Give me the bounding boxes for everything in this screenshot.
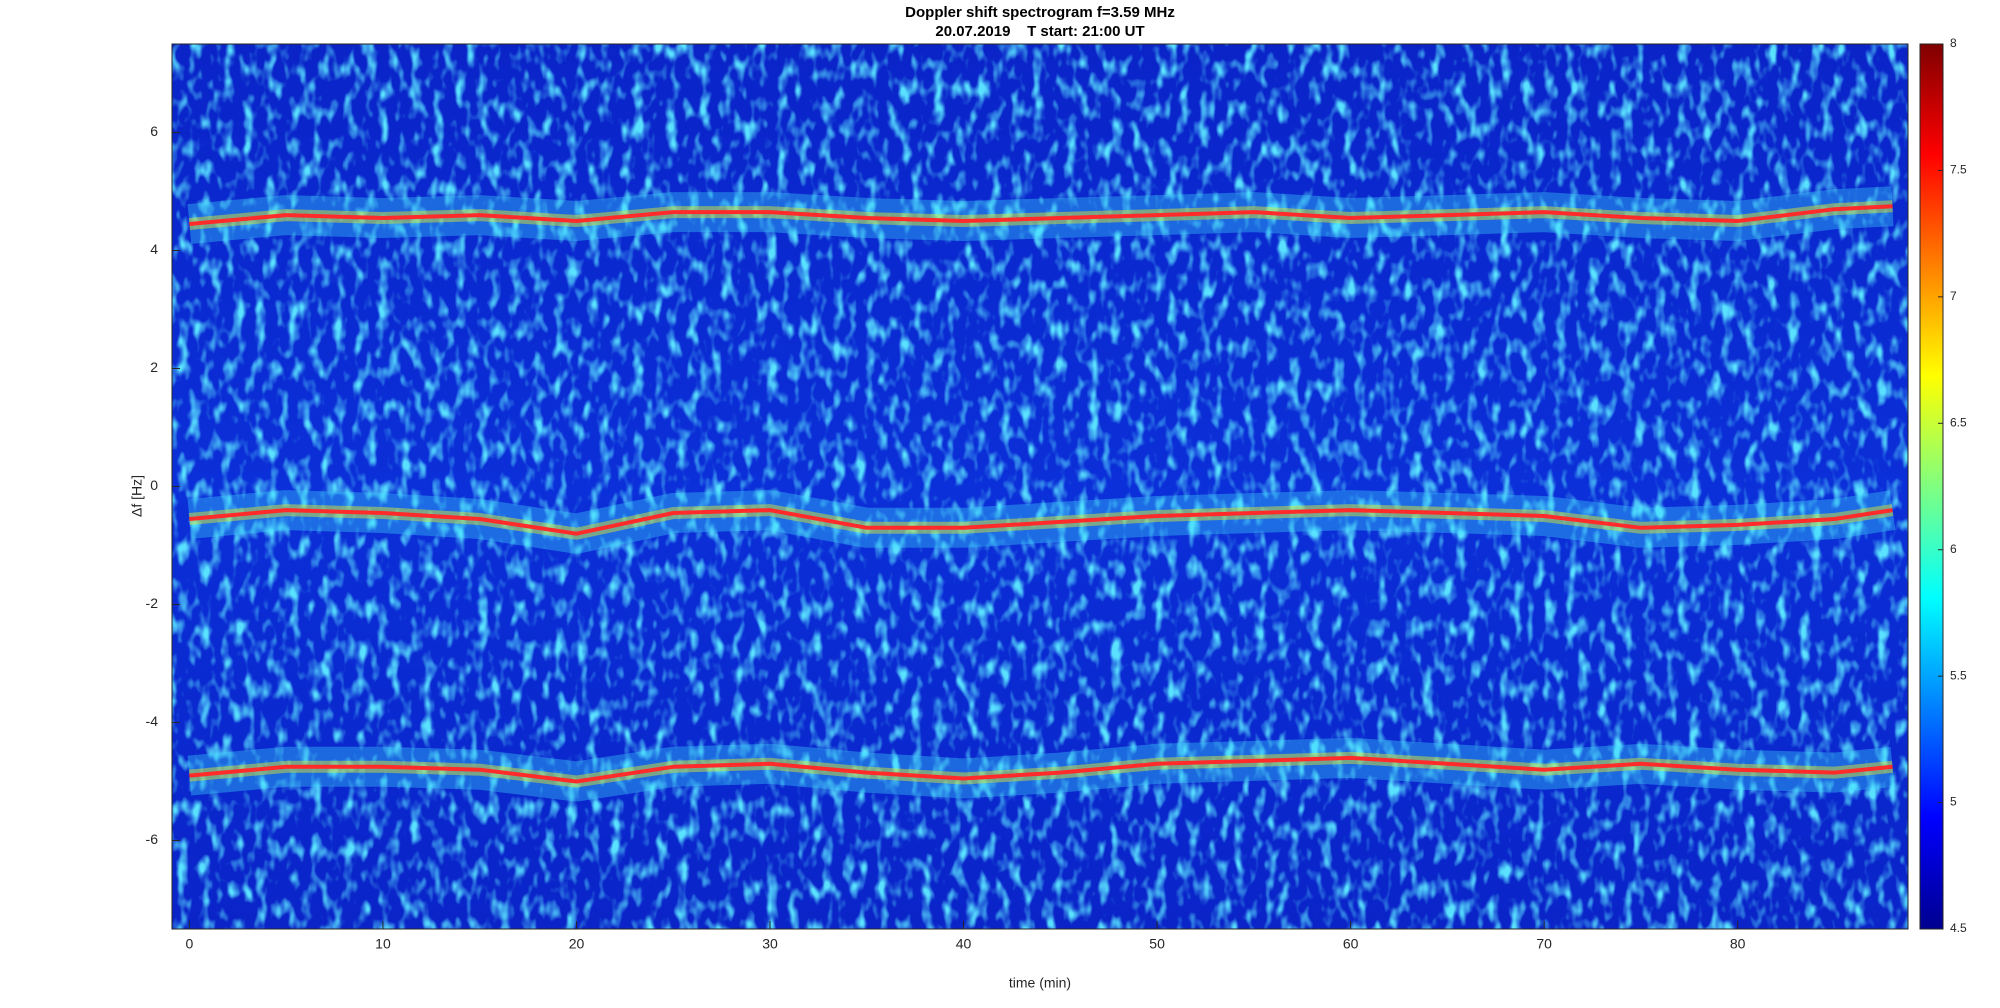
colorbar [1919,43,1944,930]
y-tick-label: 2 [150,359,158,375]
y-tick-label: 6 [150,123,158,139]
trace-line [189,508,1893,536]
spectrogram-noise [172,44,1908,929]
y-tick-label: 4 [150,241,158,257]
plot-area [187,186,1896,802]
colorbar-tick-label: 5 [1950,795,1957,809]
colorbar-tick-label: 4.5 [1950,921,1967,935]
trace-line [189,204,1893,226]
y-axis-label: Δf [Hz] [129,475,145,517]
chart-title: Doppler shift spectrogram f=3.59 MHz [905,4,1175,21]
x-tick-label: 30 [762,936,778,952]
x-tick-label: 60 [1343,936,1359,952]
chart-subtitle: 20.07.2019 T start: 21:00 UT [935,23,1144,40]
x-tick-label: 40 [956,936,972,952]
x-tick-label: 0 [186,936,194,952]
colorbar-tick-label: 5.5 [1950,668,1967,682]
colorbar-tick-label: 7 [1950,289,1957,303]
y-tick-label: -2 [146,595,159,611]
x-tick-label: 50 [1149,936,1165,952]
colorbar-tick-label: 6 [1950,542,1957,556]
x-tick-label: 80 [1730,936,1746,952]
x-tick-label: 20 [569,936,585,952]
colorbar-tick-label: 8 [1950,36,1957,50]
x-tick-label: 70 [1536,936,1552,952]
y-tick-label: -6 [146,831,159,847]
y-tick-label: -4 [146,713,159,729]
trace-line [189,755,1893,784]
y-tick-label: 0 [150,477,158,493]
colorbar-tick-label: 7.5 [1950,163,1967,177]
x-axis-label: time (min) [1009,975,1071,991]
colorbar-tick-label: 6.5 [1950,415,1967,429]
x-tick-label: 10 [375,936,391,952]
